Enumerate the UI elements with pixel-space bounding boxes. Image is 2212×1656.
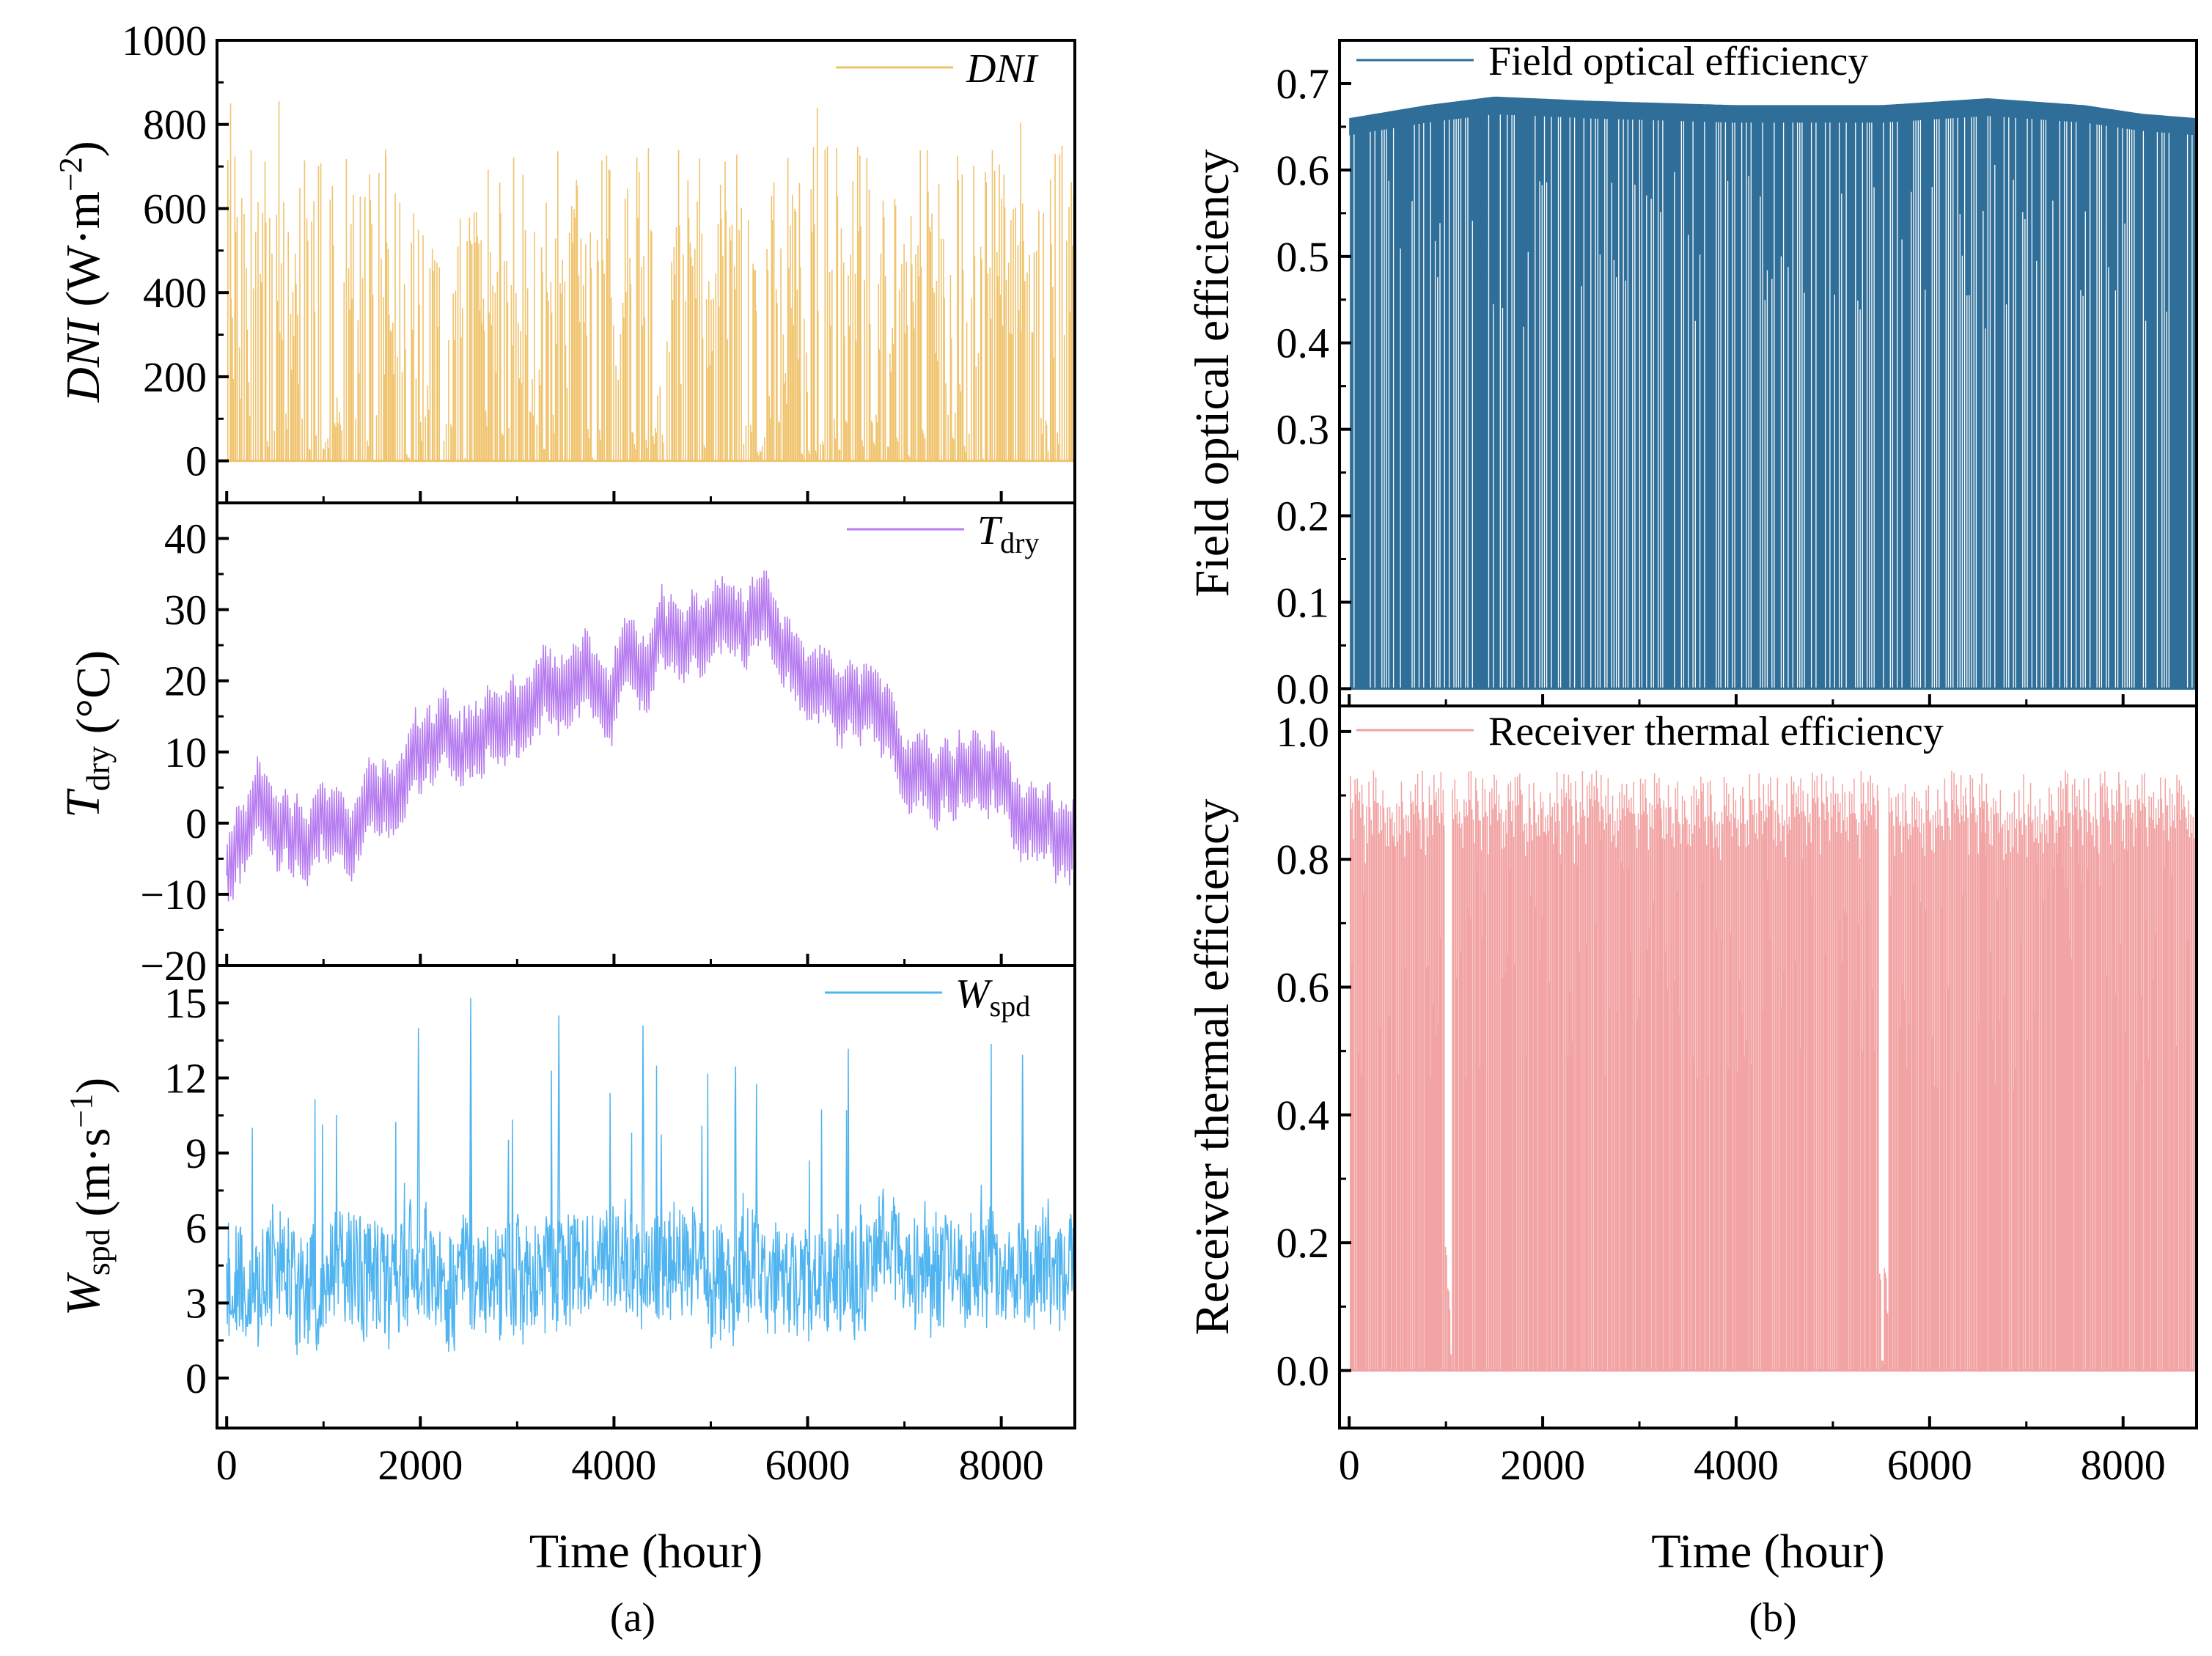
dni-series-dni xyxy=(227,101,1075,463)
dni-ytick-label: 1000 xyxy=(122,17,207,65)
thermal-x-axis-label: Time (hour) xyxy=(1651,1525,1884,1578)
panel-label-b: (b) xyxy=(1749,1595,1796,1641)
optical-series-field-optical-efficiency xyxy=(1348,96,2197,690)
tdry-ytick-label: −10 xyxy=(140,871,207,919)
panel-label-a: (a) xyxy=(610,1595,655,1641)
optical-ytick-label: 0.7 xyxy=(1276,60,1330,108)
thermal-xtick-label: 2000 xyxy=(1500,1441,1585,1489)
dni-y-axis-label: DNI (W·m−2) xyxy=(53,141,110,403)
dni-ytick-label: 400 xyxy=(143,269,207,317)
tdry-legend-label: Tdry xyxy=(977,508,1039,559)
wspd-ytick-label: 9 xyxy=(185,1130,207,1177)
wspd-y-axis-label: Wspd (m·s−1) xyxy=(56,1078,120,1316)
thermal-ytick-label: 0.6 xyxy=(1276,964,1330,1012)
tdry-y-axis-label: Tdry (°C) xyxy=(56,650,120,818)
thermal-xtick-label: 4000 xyxy=(1694,1441,1779,1489)
wspd-xtick-label: 4000 xyxy=(571,1441,656,1489)
tdry-ytick-label: 20 xyxy=(164,658,207,705)
optical-ytick-label: 0.5 xyxy=(1276,233,1330,281)
dni-ytick-label: 0 xyxy=(185,438,207,485)
dni-legend-label: DNI xyxy=(966,46,1039,92)
thermal-ytick-label: 0.4 xyxy=(1276,1092,1330,1139)
optical-ytick-label: 0.0 xyxy=(1276,665,1330,713)
wspd-ytick-label: 6 xyxy=(185,1204,207,1252)
optical-legend-label: Field optical efficiency xyxy=(1488,39,1868,84)
thermal-legend: Receiver thermal efficiency xyxy=(1356,709,1944,754)
dni-legend: DNI xyxy=(836,46,1039,92)
tdry-ytick-label: 10 xyxy=(164,729,207,776)
dry-bulb-temperature-panel: −20 −10 0 10 20 30 40 Tdry (°C) Tdry xyxy=(56,501,1076,990)
tdry-legend: Tdry xyxy=(847,508,1039,559)
optical-y-axis-label: Field optical efficiency xyxy=(1186,150,1239,597)
field-optical-efficiency-panel: 0.0 0.1 0.2 0.3 0.4 0.5 0.6 0.7 Field optical ef… xyxy=(1186,39,2198,713)
dni-ytick-label: 800 xyxy=(143,101,207,149)
optical-ytick-label: 0.3 xyxy=(1276,406,1330,454)
wspd-ytick-label: 12 xyxy=(164,1054,207,1102)
thermal-ytick-label: 1.0 xyxy=(1276,708,1330,756)
thermal-ytick-label: 0.0 xyxy=(1276,1347,1330,1395)
tdry-plot-frame xyxy=(216,501,1076,967)
wspd-series-wspd xyxy=(226,998,1075,1355)
wspd-plot-frame xyxy=(216,964,1076,1429)
wspd-xtick-label: 2000 xyxy=(378,1441,463,1489)
tdry-ytick-label: 0 xyxy=(185,800,207,847)
tdry-ytick-label: −20 xyxy=(140,942,207,990)
optical-ytick-label: 0.2 xyxy=(1276,493,1330,540)
receiver-thermal-efficiency-panel: 0.0 0.2 0.4 0.6 0.8 1.0 0 2000 4000 6000 8000 Time … xyxy=(1186,704,2198,1578)
thermal-series-receiver-thermal-efficiency xyxy=(1349,770,2197,1372)
thermal-y-axis-label: Receiver thermal efficiency xyxy=(1186,799,1239,1336)
wspd-ytick-label: 3 xyxy=(185,1279,207,1327)
wspd-legend: Wspd xyxy=(825,971,1030,1023)
dni-panel: 0 200 400 600 800 1000 DNI (W·m−2) DNI xyxy=(53,17,1076,504)
thermal-xtick-label: 8000 xyxy=(2081,1441,2166,1489)
dni-ytick-label: 200 xyxy=(143,353,207,401)
thermal-xtick-label: 0 xyxy=(1339,1441,1360,1489)
thermal-plot-frame xyxy=(1338,704,2198,1429)
tdry-ytick-label: 40 xyxy=(164,515,207,563)
tdry-ytick-label: 30 xyxy=(164,586,207,634)
wspd-xtick-label: 0 xyxy=(216,1441,238,1489)
wspd-ytick-label: 0 xyxy=(185,1355,207,1402)
wspd-ytick-label: 15 xyxy=(164,979,207,1027)
thermal-xtick-label: 6000 xyxy=(1887,1441,1972,1489)
wspd-xtick-label: 6000 xyxy=(765,1441,850,1489)
wind-speed-panel: 0 3 6 9 12 15 0 2000 4000 6000 8000 Time (hour) Wspd… xyxy=(56,964,1076,1578)
dni-ytick-label: 600 xyxy=(143,185,207,232)
thermal-ytick-label: 0.2 xyxy=(1276,1219,1330,1267)
optical-ytick-label: 0.1 xyxy=(1276,578,1330,626)
wspd-x-axis-label: Time (hour) xyxy=(529,1525,763,1578)
thermal-legend-label: Receiver thermal efficiency xyxy=(1488,709,1944,754)
optical-ytick-label: 0.6 xyxy=(1276,147,1330,194)
wspd-legend-label: Wspd xyxy=(955,971,1030,1023)
tdry-series-tdry xyxy=(226,570,1075,902)
thermal-ytick-label: 0.8 xyxy=(1276,836,1330,883)
optical-ytick-label: 0.4 xyxy=(1276,320,1330,367)
optical-legend: Field optical efficiency xyxy=(1356,39,1868,84)
wspd-xtick-label: 8000 xyxy=(959,1441,1044,1489)
